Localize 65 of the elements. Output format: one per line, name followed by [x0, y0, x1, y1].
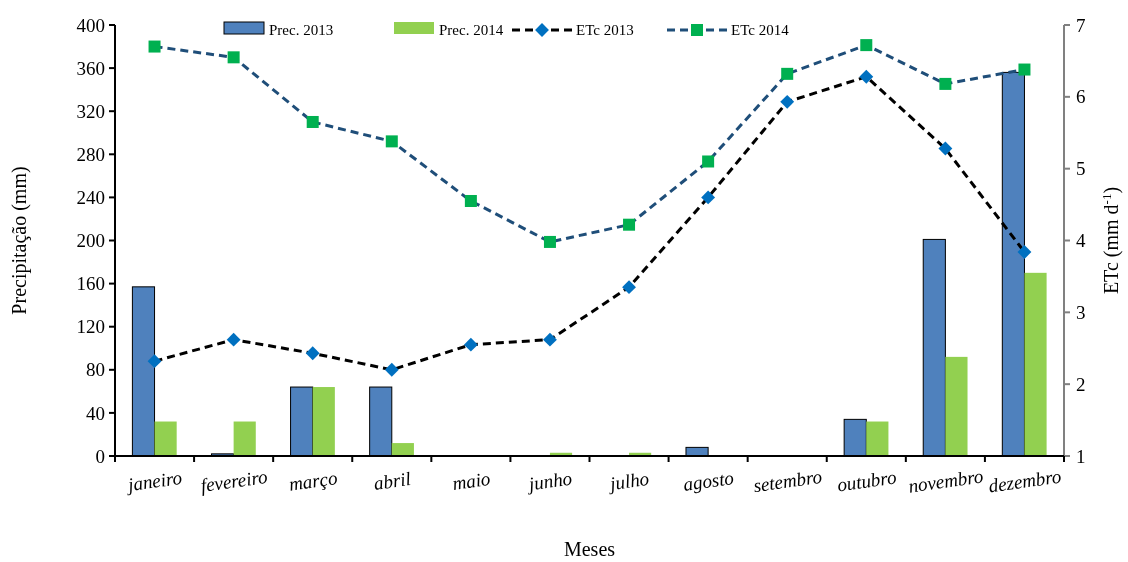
y-tick-label: 0: [95, 445, 105, 467]
point: [1017, 245, 1032, 259]
y-tick-label: 360: [76, 57, 105, 79]
x-tick-label: abril: [372, 468, 412, 494]
point: [702, 155, 715, 168]
point: [780, 94, 795, 109]
point: [1018, 63, 1031, 76]
bar: [391, 443, 414, 456]
x-tick-label: outubro: [835, 466, 898, 496]
y-tick-label: 200: [76, 230, 105, 252]
point: [226, 332, 241, 347]
legend-label: ETc 2013: [576, 22, 634, 38]
bar: [154, 421, 177, 456]
point: [859, 69, 874, 84]
legend-label: Prec. 2014: [439, 22, 504, 38]
point: [227, 51, 240, 64]
x-tick-label: junho: [524, 467, 574, 495]
bar: [1024, 272, 1047, 456]
legend-label: ETc 2014: [731, 22, 790, 38]
y-tick-label: 400: [76, 14, 105, 36]
y-tick-label: 320: [76, 100, 105, 122]
x-tick-label: fevereiro: [199, 465, 269, 497]
point: [860, 39, 873, 52]
legend-label: Prec. 2013: [269, 22, 334, 38]
x-tick-label: dezembro: [987, 465, 1063, 497]
y-tick-label: 40: [86, 402, 105, 424]
y-tick-label: 80: [86, 359, 105, 381]
point: [463, 337, 478, 352]
x-axis-title: Meses: [563, 538, 616, 560]
point: [781, 67, 794, 80]
point: [148, 40, 161, 53]
y-tick-label: 280: [76, 143, 105, 165]
y2-tick-label: 3: [1076, 301, 1086, 323]
y-axis-title: Precipitação (mm): [8, 166, 31, 315]
point: [543, 332, 557, 347]
y2-tick-label: 5: [1076, 158, 1086, 180]
y-tick-label: 120: [76, 316, 105, 338]
x-tick-label: janeiro: [123, 466, 184, 496]
point: [939, 77, 952, 90]
bar: [945, 356, 968, 456]
point: [938, 141, 953, 156]
y2-tick-label: 2: [1076, 373, 1086, 395]
x-tick-label: julho: [605, 467, 651, 495]
point: [623, 218, 636, 231]
bar: [312, 387, 335, 456]
x-tick-label: novembro: [907, 465, 985, 497]
x-tick-label: agosto: [681, 467, 736, 495]
y2-tick-label: 1: [1076, 445, 1086, 467]
y2-tick-label: 7: [1076, 14, 1086, 36]
x-tick-label: março: [287, 467, 339, 495]
point: [305, 346, 320, 361]
x-tick-label: maio: [451, 467, 492, 495]
point: [464, 194, 477, 207]
y2-tick-label: 4: [1076, 230, 1086, 252]
point: [622, 280, 636, 295]
y-tick-label: 160: [76, 273, 105, 295]
y2-tick-label: 6: [1076, 86, 1086, 108]
point: [543, 235, 556, 248]
point: [306, 115, 319, 128]
point: [701, 190, 716, 205]
bar: [866, 421, 889, 456]
bar: [233, 421, 256, 456]
x-tick-label: setembro: [752, 465, 824, 497]
y-tick-label: 240: [76, 187, 105, 209]
point: [385, 135, 398, 148]
